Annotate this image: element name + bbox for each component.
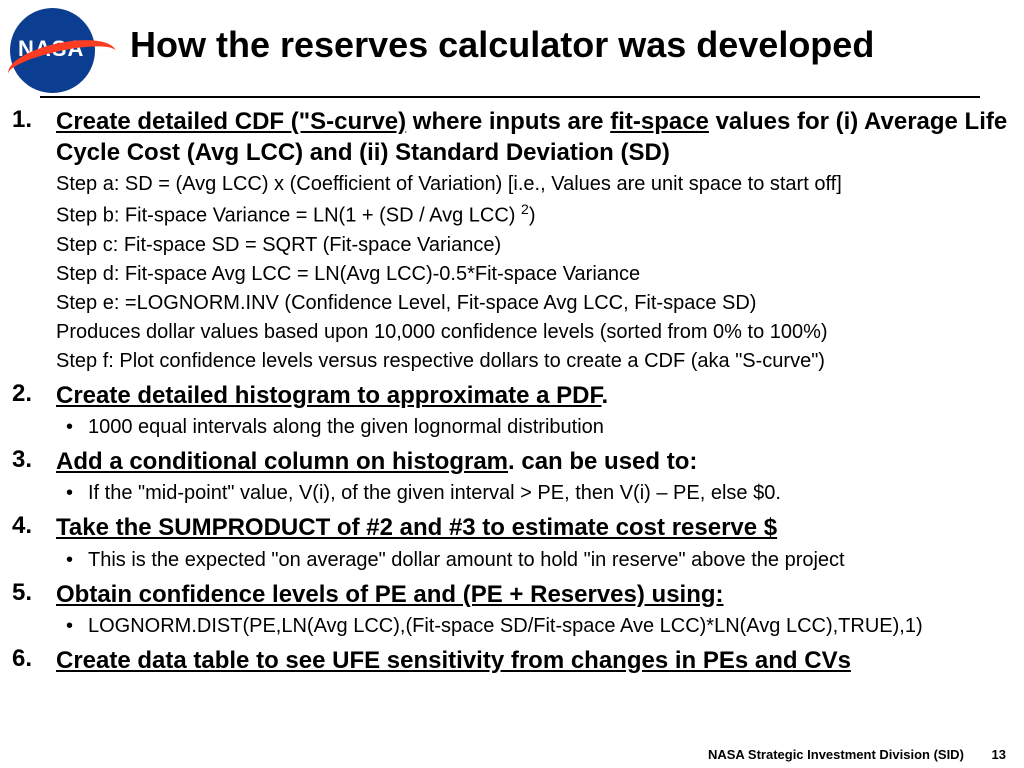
step-b-text: Step b: Fit-space Variance = LN(1 + (SD … <box>56 205 521 227</box>
item-2-h-p2: . <box>601 382 608 409</box>
item-3-h-p1: Add a conditional column on histogram <box>56 448 508 475</box>
item-2-bullet-1: 1000 equal intervals along the given log… <box>56 413 1012 442</box>
item-5: Obtain confidence levels of PE and (PE +… <box>12 579 1012 641</box>
item-3-heading: Add a conditional column on histogram. c… <box>56 446 1012 477</box>
item-1-h-p3: fit-space <box>610 108 709 135</box>
footer: NASA Strategic Investment Division (SID)… <box>708 747 1006 762</box>
item-4-heading: Take the SUMPRODUCT of #2 and #3 to esti… <box>56 512 1012 543</box>
slide-title: How the reserves calculator was develope… <box>130 24 874 66</box>
item-4-bullets: This is the expected "on average" dollar… <box>56 546 1012 575</box>
step-a: Step a: SD = (Avg LCC) x (Coefficient of… <box>56 170 1012 199</box>
step-d: Step d: Fit-space Avg LCC = LN(Avg LCC)-… <box>56 260 1012 289</box>
step-b-sup: 2 <box>521 201 529 217</box>
step-b: Step b: Fit-space Variance = LN(1 + (SD … <box>56 199 1012 231</box>
item-2: Create detailed histogram to approximate… <box>12 380 1012 442</box>
item-1-h-p2: where inputs are <box>406 108 610 135</box>
item-3-bullets: If the "mid-point" value, V(i), of the g… <box>56 479 1012 508</box>
item-3-h-p2: . can be used to: <box>508 448 697 475</box>
item-6-h-p1: Create data table to see UFE sensitivity… <box>56 647 851 674</box>
item-5-bullets: LOGNORM.DIST(PE,LN(Avg LCC),(Fit-space S… <box>56 612 1012 641</box>
content-area: Create detailed CDF ("S-curve) where inp… <box>12 106 1012 680</box>
item-6-heading: Create data table to see UFE sensitivity… <box>56 645 1012 676</box>
item-3-bullet-1: If the "mid-point" value, V(i), of the g… <box>56 479 1012 508</box>
item-1-steps: Step a: SD = (Avg LCC) x (Coefficient of… <box>56 170 1012 376</box>
item-1-heading: Create detailed CDF ("S-curve) where inp… <box>56 106 1012 168</box>
item-4-h-p1: Take the SUMPRODUCT of #2 and #3 to esti… <box>56 514 777 541</box>
step-f: Step f: Plot confidence levels versus re… <box>56 347 1012 376</box>
item-2-h-p1: Create detailed histogram to approximate… <box>56 382 601 409</box>
main-list: Create detailed CDF ("S-curve) where inp… <box>12 106 1012 676</box>
step-b-tail: ) <box>529 205 536 227</box>
footer-org: NASA Strategic Investment Division (SID) <box>708 747 964 762</box>
step-c: Step c: Fit-space SD = SQRT (Fit-space V… <box>56 231 1012 260</box>
footer-page: 13 <box>992 747 1006 762</box>
item-4-bullet-1: This is the expected "on average" dollar… <box>56 546 1012 575</box>
item-5-h-p1: Obtain confidence levels of PE and (PE +… <box>56 581 724 608</box>
title-divider <box>40 96 980 98</box>
item-1: Create detailed CDF ("S-curve) where inp… <box>12 106 1012 376</box>
item-5-heading: Obtain confidence levels of PE and (PE +… <box>56 579 1012 610</box>
item-2-bullets: 1000 equal intervals along the given log… <box>56 413 1012 442</box>
item-2-heading: Create detailed histogram to approximate… <box>56 380 1012 411</box>
step-e: Step e: =LOGNORM.INV (Confidence Level, … <box>56 289 1012 318</box>
item-4: Take the SUMPRODUCT of #2 and #3 to esti… <box>12 512 1012 574</box>
step-produces: Produces dollar values based upon 10,000… <box>56 318 1012 347</box>
item-5-bullet-1: LOGNORM.DIST(PE,LN(Avg LCC),(Fit-space S… <box>56 612 1012 641</box>
item-6: Create data table to see UFE sensitivity… <box>12 645 1012 676</box>
item-1-h-p1: Create detailed CDF ("S-curve) <box>56 108 406 135</box>
item-3: Add a conditional column on histogram. c… <box>12 446 1012 508</box>
nasa-logo: NASA <box>10 8 110 93</box>
